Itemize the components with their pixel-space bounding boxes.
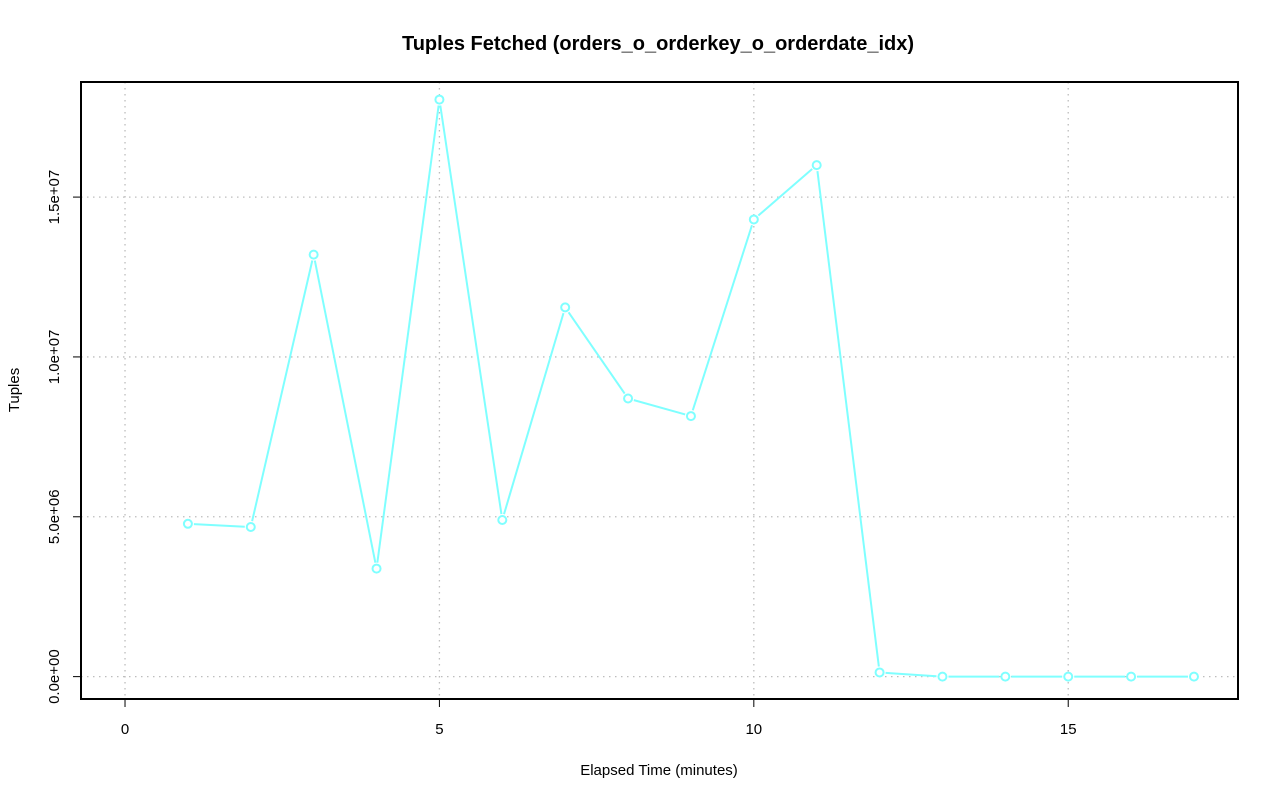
data-point	[1063, 671, 1074, 682]
plot-frame	[80, 81, 1239, 700]
y-tick-label: 1.5e+07	[46, 170, 63, 225]
series-line-segment	[503, 312, 565, 515]
x-axis-label: Elapsed Time (minutes)	[580, 762, 738, 779]
series-line-segment	[633, 399, 686, 416]
x-tick-label: 0	[121, 721, 129, 738]
series-line-segment	[376, 105, 440, 563]
data-point	[245, 522, 256, 533]
series-line-segment	[251, 260, 314, 522]
data-point	[308, 249, 319, 260]
data-point	[937, 671, 948, 682]
data-point	[1126, 671, 1137, 682]
series-line-segment	[313, 260, 377, 563]
series-line-segment	[193, 523, 245, 528]
data-point	[1000, 671, 1011, 682]
y-tick-label: 1.0e+07	[46, 330, 63, 385]
data-point	[748, 214, 759, 225]
series-line-segment	[439, 105, 503, 515]
data-point	[811, 160, 822, 171]
series-line-segment	[816, 170, 880, 667]
y-axis: 0.0e+00 5.0e+06 1.0e+07 1.5e+07	[46, 170, 81, 704]
x-axis: 0 5 10 15	[121, 699, 1077, 738]
x-tick-label: 5	[435, 721, 443, 738]
y-axis-label: Tuples	[6, 368, 23, 412]
y-tick-label: 0.0e+00	[46, 649, 63, 704]
data-point	[434, 94, 445, 105]
data-point	[371, 563, 382, 574]
x-tick-label: 15	[1060, 721, 1077, 738]
y-tick-label: 5.0e+06	[46, 489, 63, 544]
data-point	[182, 518, 193, 529]
data-point	[560, 302, 571, 313]
data-point	[623, 393, 634, 404]
series-line-segment	[691, 224, 753, 411]
data-point	[1188, 671, 1199, 682]
series-line-segment	[757, 168, 813, 217]
grid-lines	[81, 82, 1238, 699]
x-tick-label: 10	[745, 721, 762, 738]
data-point	[497, 514, 508, 525]
data-point	[685, 411, 696, 422]
series-line-segment	[885, 671, 937, 678]
chart-title: Tuples Fetched (orders_o_orderkey_o_orde…	[402, 33, 914, 55]
data-point	[874, 667, 885, 678]
series-line-segment	[567, 311, 626, 395]
series-layer	[182, 94, 1199, 682]
